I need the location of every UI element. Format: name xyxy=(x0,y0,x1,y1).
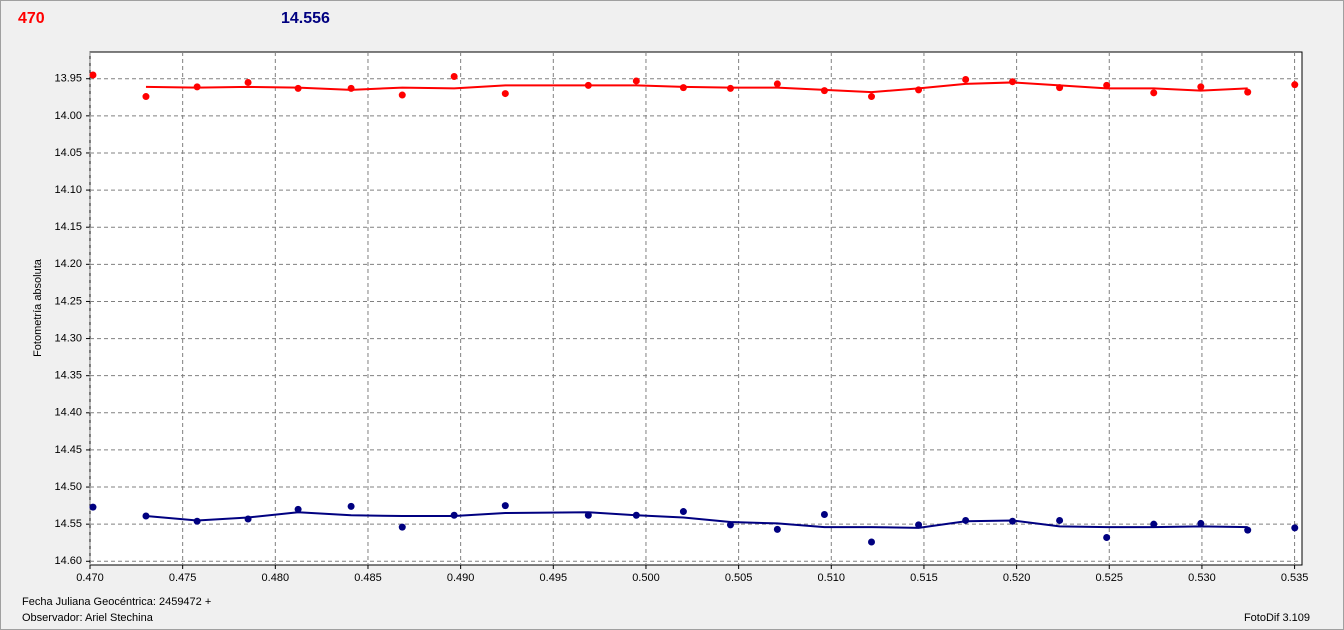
data-point xyxy=(1197,83,1205,91)
y-tick-label: 14.20 xyxy=(54,258,82,270)
footer-observer: Observador: Ariel Stechina xyxy=(22,612,154,624)
y-tick-label: 14.15 xyxy=(54,221,82,233)
data-point xyxy=(867,538,875,546)
footer-date: Fecha Juliana Geocéntrica: 2459472 + xyxy=(22,596,211,608)
data-point xyxy=(398,91,406,99)
data-point xyxy=(1291,81,1299,89)
data-point xyxy=(962,75,970,83)
y-tick-label: 14.60 xyxy=(54,555,82,567)
data-point xyxy=(1103,81,1111,89)
y-tick-label: 13.95 xyxy=(54,73,82,85)
data-point xyxy=(501,90,509,98)
data-point xyxy=(1244,526,1252,534)
x-tick-label: 0.535 xyxy=(1281,572,1309,584)
plot-area xyxy=(89,51,1303,566)
data-point xyxy=(820,511,828,519)
y-tick-label: 14.45 xyxy=(54,444,82,456)
header-left: 470 xyxy=(18,10,45,27)
x-tick-label: 0.520 xyxy=(1003,572,1031,584)
data-point xyxy=(142,93,150,101)
x-tick-label: 0.525 xyxy=(1096,572,1124,584)
data-point xyxy=(501,502,509,510)
y-tick-label: 14.30 xyxy=(54,332,82,344)
x-tick-label: 0.475 xyxy=(169,572,197,584)
y-tick-label: 14.25 xyxy=(54,295,82,307)
x-tick-label: 0.515 xyxy=(910,572,938,584)
data-point xyxy=(398,523,406,531)
x-tick-label: 0.470 xyxy=(76,572,104,584)
data-point xyxy=(89,503,97,511)
data-point xyxy=(1056,516,1064,524)
data-point xyxy=(1291,524,1299,532)
data-point xyxy=(1244,88,1252,96)
y-tick-label: 14.55 xyxy=(54,518,82,530)
x-tick-label: 0.510 xyxy=(818,572,846,584)
y-tick-label: 14.10 xyxy=(54,184,82,196)
x-tick-label: 0.490 xyxy=(447,572,475,584)
data-point xyxy=(773,80,781,88)
data-point xyxy=(347,502,355,510)
data-point xyxy=(773,525,781,533)
x-tick-label: 0.500 xyxy=(632,572,660,584)
data-point xyxy=(1103,534,1111,542)
x-tick-label: 0.505 xyxy=(725,572,753,584)
data-point xyxy=(1150,520,1158,528)
data-point xyxy=(294,505,302,513)
data-point xyxy=(89,71,97,79)
fit-line xyxy=(145,511,1248,529)
y-tick-label: 14.35 xyxy=(54,370,82,382)
y-tick-label: 14.05 xyxy=(54,147,82,159)
y-axis-label: Fotometría absoluta xyxy=(32,258,44,357)
y-tick-label: 14.50 xyxy=(54,481,82,493)
x-tick-label: 0.530 xyxy=(1188,572,1216,584)
y-tick-label: 14.00 xyxy=(54,110,82,122)
y-tick-label: 14.40 xyxy=(54,407,82,419)
data-point xyxy=(679,508,687,516)
fit-line xyxy=(145,81,1248,94)
data-point xyxy=(632,77,640,85)
header-right: 14.556 xyxy=(281,10,330,27)
data-point xyxy=(1197,519,1205,527)
data-point xyxy=(244,78,252,86)
data-point xyxy=(726,521,734,529)
x-tick-label: 0.485 xyxy=(354,572,382,584)
x-tick-label: 0.480 xyxy=(262,572,290,584)
x-tick-label: 0.495 xyxy=(540,572,568,584)
data-point xyxy=(450,72,458,80)
data-point xyxy=(867,93,875,101)
data-point xyxy=(584,511,592,519)
data-point xyxy=(1150,89,1158,97)
footer-version: FotoDif 3.109 xyxy=(1244,612,1310,624)
